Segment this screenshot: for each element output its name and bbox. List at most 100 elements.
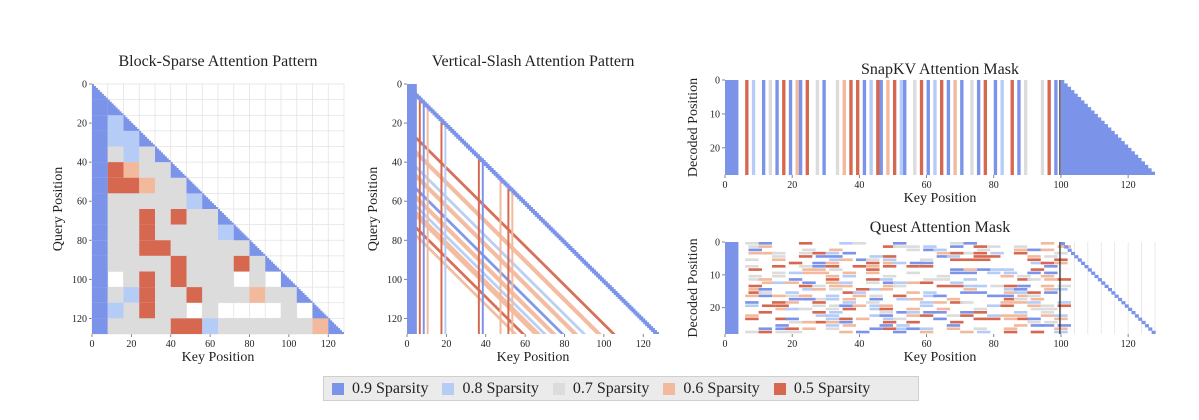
y-tick-label: 0 <box>82 80 87 91</box>
legend-label: 0.9 Sparsity <box>352 379 429 397</box>
attention-block <box>296 318 313 334</box>
attention-block <box>139 162 155 178</box>
selected-page <box>815 314 830 317</box>
selected-page <box>802 297 816 301</box>
legend-label: 0.8 Sparsity <box>462 379 539 397</box>
kept-column <box>761 80 766 175</box>
selected-page <box>825 278 840 281</box>
selected-page <box>1000 314 1014 317</box>
selected-page <box>987 314 1001 317</box>
selected-page <box>976 258 991 262</box>
selected-page <box>825 307 840 311</box>
selected-page <box>839 317 853 321</box>
kept-column <box>919 80 924 175</box>
selected-page <box>946 297 961 301</box>
selected-page <box>909 261 924 265</box>
attention-block <box>107 255 124 272</box>
kept-column <box>751 80 756 175</box>
attention-block <box>249 255 266 272</box>
kept-column <box>842 80 846 175</box>
selected-page <box>1000 274 1014 278</box>
attention-block <box>155 177 171 194</box>
selected-page <box>1013 291 1028 294</box>
y-tick-label: 40 <box>77 158 87 169</box>
x-tick-label: 120 <box>321 339 336 350</box>
selected-page <box>1057 324 1072 327</box>
selected-page <box>973 251 988 255</box>
selected-page <box>839 330 853 334</box>
selected-page <box>842 301 857 304</box>
y-axis-label: Decoded Position <box>686 78 701 177</box>
attention-block <box>155 162 171 178</box>
x-axis-label: Key Position <box>497 350 570 365</box>
selected-page <box>1013 301 1028 304</box>
x-tick-label: 100 <box>1053 180 1068 191</box>
selected-page <box>745 242 759 245</box>
attention-block <box>249 318 266 334</box>
x-tick-label: 60 <box>922 339 932 350</box>
selected-page <box>869 297 883 301</box>
selected-page <box>829 255 843 258</box>
selected-page <box>882 255 897 258</box>
selected-page <box>825 320 840 324</box>
attention-block <box>92 318 108 334</box>
kept-column <box>798 80 803 175</box>
selected-page <box>825 314 840 317</box>
selected-page <box>866 265 880 268</box>
kept-column <box>903 80 907 175</box>
y-axis-label: Decoded Position <box>686 238 701 337</box>
selected-page <box>812 304 826 308</box>
selected-page <box>906 327 920 331</box>
attention-block <box>186 224 203 241</box>
kept-column <box>940 80 944 175</box>
kept-column <box>913 80 917 175</box>
kept-column <box>1017 80 1021 175</box>
x-tick-label: 20 <box>126 339 136 350</box>
attention-block <box>92 302 108 319</box>
selected-page <box>842 251 857 255</box>
selected-page <box>748 274 762 278</box>
selected-page <box>960 311 974 314</box>
slash-line <box>407 220 526 334</box>
selected-page <box>960 291 974 294</box>
selected-page <box>919 281 934 285</box>
selected-page <box>906 314 920 317</box>
selected-page <box>748 245 762 248</box>
vertical-line <box>499 175 502 334</box>
attention-block <box>170 318 187 334</box>
attention-block <box>139 224 155 241</box>
attention-block <box>265 287 281 303</box>
selected-page <box>1040 314 1055 317</box>
attention-block <box>155 287 171 303</box>
selected-page <box>761 251 776 255</box>
attention-block <box>123 162 140 178</box>
selected-page <box>775 324 789 327</box>
attention-block <box>107 240 124 256</box>
selected-page <box>1003 284 1018 288</box>
selected-page <box>839 320 853 324</box>
x-axis-label: Key Position <box>904 191 977 206</box>
selected-page <box>788 297 803 301</box>
selected-page <box>761 304 776 308</box>
selected-page <box>829 304 843 308</box>
selected-page <box>879 324 893 327</box>
vertical-slash-panel: Vertical-Slash Attention Pattern 0 20 40 60 8… <box>355 40 675 370</box>
selected-page <box>825 294 840 298</box>
selected-page <box>976 330 991 334</box>
selected-page <box>758 327 773 331</box>
kept-column <box>788 80 793 175</box>
selected-page <box>1044 288 1058 291</box>
selected-page <box>919 304 934 308</box>
attention-block <box>249 287 266 303</box>
y-tick-label: 120 <box>72 314 87 325</box>
selected-page <box>879 278 893 281</box>
selected-page <box>798 251 813 255</box>
selected-page <box>950 301 964 304</box>
selected-page <box>758 242 773 245</box>
selected-page <box>919 301 934 304</box>
attention-block <box>218 271 234 288</box>
selected-page <box>973 255 988 258</box>
diagonal-band <box>407 84 659 334</box>
x-axis-label: Key Position <box>904 350 977 365</box>
selected-page <box>802 271 816 275</box>
